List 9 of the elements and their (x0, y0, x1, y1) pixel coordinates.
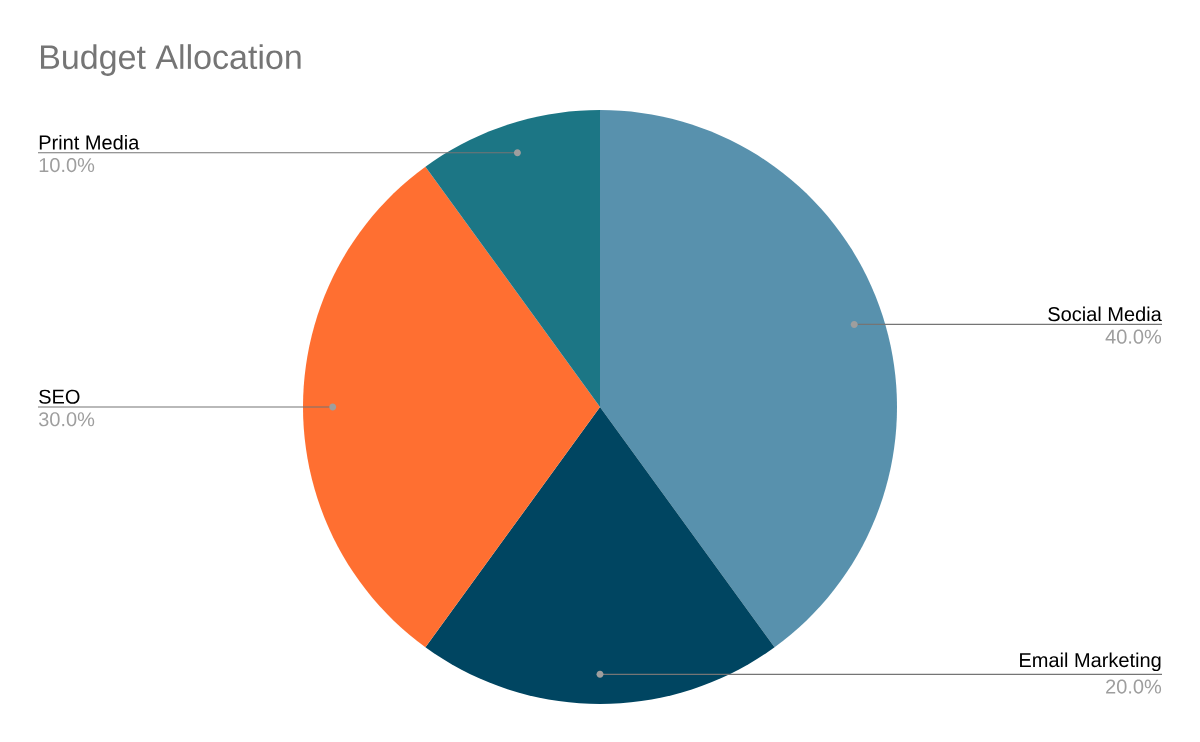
data-label: 40.0% (1105, 329, 1162, 344)
slice-label: SEO (39, 389, 80, 404)
data-label: 20.0% (1106, 679, 1162, 694)
chart-title: Budget Allocation (41, 44, 301, 76)
data-label: 30.0% (38, 412, 95, 427)
slice-label: Social Media (1048, 306, 1162, 322)
data-label: 10.0% (39, 157, 95, 173)
slice-label: Print Media (39, 134, 140, 150)
slice-label: Email Marketing (1020, 652, 1161, 672)
